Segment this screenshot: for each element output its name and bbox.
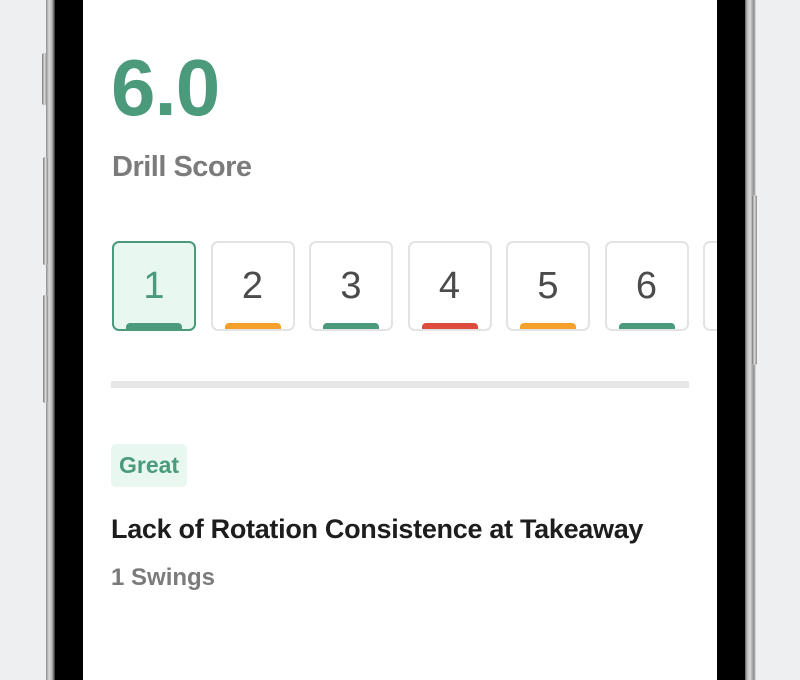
swing-tile[interactable]: 5 xyxy=(506,241,590,331)
swing-number: 3 xyxy=(340,265,362,307)
fault-title: Lack of Rotation Consistence at Takeaway xyxy=(111,514,644,544)
swing-tile[interactable]: 1 xyxy=(112,241,196,331)
divider xyxy=(111,381,689,388)
swing-tile[interactable]: 3 xyxy=(309,241,393,331)
swing-count: 1 Swings xyxy=(111,564,216,591)
drill-score-label: Drill Score xyxy=(112,151,252,183)
mute-switch xyxy=(42,53,47,105)
swing-rating-bar xyxy=(323,323,379,329)
swing-number: 5 xyxy=(537,265,559,307)
swing-rating-bar xyxy=(618,323,675,329)
volume-up-button xyxy=(43,157,48,265)
swing-tile[interactable]: 6 xyxy=(604,241,689,331)
swing-number: 2 xyxy=(241,265,264,307)
swing-tile[interactable]: 2 xyxy=(210,241,295,331)
swing-rating-bar xyxy=(421,323,478,329)
swing-tile[interactable] xyxy=(703,241,717,331)
swing-rating-bar xyxy=(224,323,281,329)
swing-tile[interactable]: 4 xyxy=(407,241,492,331)
swing-rating-bar xyxy=(126,323,182,329)
volume-down-button xyxy=(43,295,48,403)
swing-number: 1 xyxy=(143,265,165,307)
screen: 6.0 Drill Score 1 2 3 4 5 6 Great Lack of Rot… xyxy=(83,0,717,680)
rating-badge: Great xyxy=(111,444,188,487)
swing-rating-bar xyxy=(520,323,576,329)
swing-number: 4 xyxy=(438,265,461,307)
swing-number: 6 xyxy=(635,265,658,307)
drill-score-value: 6.0 xyxy=(111,43,220,132)
power-button xyxy=(752,195,757,365)
